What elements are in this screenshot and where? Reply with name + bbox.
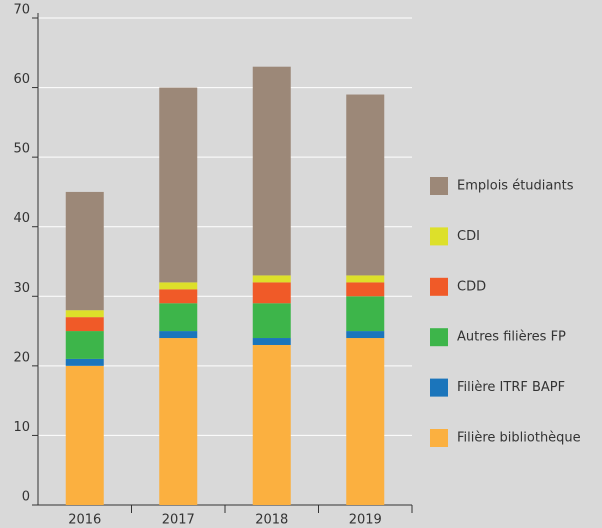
legend-swatch bbox=[430, 378, 448, 397]
legend-swatch bbox=[430, 328, 448, 347]
legend-label: CDD bbox=[457, 279, 486, 294]
bar-segment bbox=[346, 275, 385, 283]
y-tick-label: 30 bbox=[13, 281, 30, 296]
bar-segment bbox=[346, 331, 385, 339]
bar-segment bbox=[65, 331, 104, 359]
legend-label: Filière bibliothèque bbox=[457, 431, 581, 446]
bar-segment bbox=[346, 94, 385, 276]
bar-segment bbox=[252, 66, 291, 276]
x-tick-label: 2019 bbox=[349, 513, 382, 528]
x-tick-label: 2018 bbox=[255, 513, 288, 528]
y-tick-label: 20 bbox=[13, 350, 30, 365]
bar-segment bbox=[65, 191, 104, 311]
legend-swatch bbox=[430, 177, 448, 195]
bar-segment bbox=[252, 344, 291, 505]
legend-label: Autres filières FP bbox=[457, 330, 566, 345]
legend-label: Filière ITRF BAPF bbox=[457, 380, 565, 395]
bar-segment bbox=[159, 289, 198, 304]
legend-swatch bbox=[430, 227, 448, 246]
y-tick-label: 60 bbox=[13, 72, 30, 87]
bar-segment bbox=[159, 87, 198, 283]
legend-label: CDI bbox=[457, 229, 480, 244]
bar-segment bbox=[65, 310, 104, 318]
bar-segment bbox=[252, 338, 291, 345]
y-tick-label: 70 bbox=[13, 3, 30, 18]
bar-segment bbox=[65, 358, 104, 366]
legend-swatch bbox=[430, 429, 448, 447]
legend-label: Emplois étudiants bbox=[457, 179, 574, 194]
y-tick-label: 40 bbox=[13, 211, 30, 226]
bar-segment bbox=[159, 331, 198, 339]
x-tick-label: 2017 bbox=[162, 513, 195, 528]
bar-segment bbox=[346, 296, 385, 332]
y-tick-label: 50 bbox=[13, 142, 30, 157]
bar-segment bbox=[65, 365, 104, 505]
bar-segment bbox=[65, 317, 104, 332]
bar-segment bbox=[346, 282, 385, 297]
bar-segment bbox=[252, 303, 291, 339]
y-tick-label: 10 bbox=[13, 420, 30, 435]
bar-segment bbox=[346, 338, 385, 505]
x-tick-label: 2016 bbox=[68, 513, 101, 528]
bar-segment bbox=[159, 338, 198, 505]
bar-segment bbox=[252, 282, 291, 304]
legend-swatch bbox=[430, 277, 448, 296]
y-tick-label: 0 bbox=[22, 490, 30, 505]
bar-segment bbox=[159, 282, 198, 290]
bar-segment bbox=[159, 303, 198, 332]
bar-segment bbox=[252, 275, 291, 283]
